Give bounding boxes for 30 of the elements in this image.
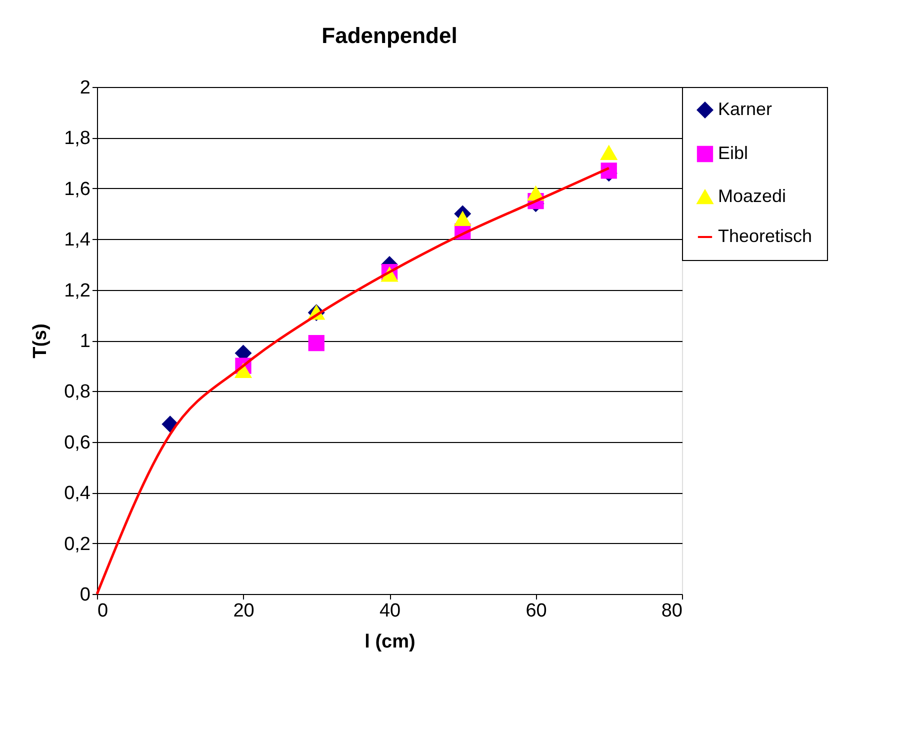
y-tick-label: 1,8 [64, 128, 90, 150]
point [162, 416, 178, 432]
point [600, 162, 617, 179]
x-tick-label: 40 [379, 600, 401, 622]
y-tick-label: 2 [80, 78, 90, 98]
y-tick-label: 0,6 [64, 432, 90, 454]
y-tick-label: 1,4 [64, 230, 91, 251]
y-tick-label: 0,2 [64, 534, 90, 555]
point [600, 146, 617, 160]
y-tick-label: 1,2 [64, 280, 90, 302]
point [308, 334, 324, 352]
x-tick-label: 0 [98, 600, 108, 622]
x-tick-label: 20 [233, 600, 254, 622]
x-axis-title: l (cm) [364, 632, 416, 652]
y-tick-label: 1 [80, 331, 90, 352]
chart-title: Fadenpendel [322, 23, 458, 48]
point [454, 212, 471, 226]
legend-label: Theoretisch [718, 226, 812, 246]
y-tick-label: 0 [80, 584, 90, 606]
legend-label: Eibl [718, 143, 748, 163]
y-tick-label: 1,6 [64, 178, 90, 200]
y-tick-label: 0,8 [64, 382, 90, 403]
point [528, 186, 544, 201]
legend-label: Karner [718, 99, 772, 119]
x-tick-label: 60 [526, 600, 547, 622]
y-axis-title: T(s) [30, 324, 52, 358]
y-tick-label: 0,4 [64, 483, 91, 504]
point [235, 364, 252, 378]
legend-label: Moazedi [718, 186, 786, 206]
x-tick-label: 80 [661, 600, 682, 622]
